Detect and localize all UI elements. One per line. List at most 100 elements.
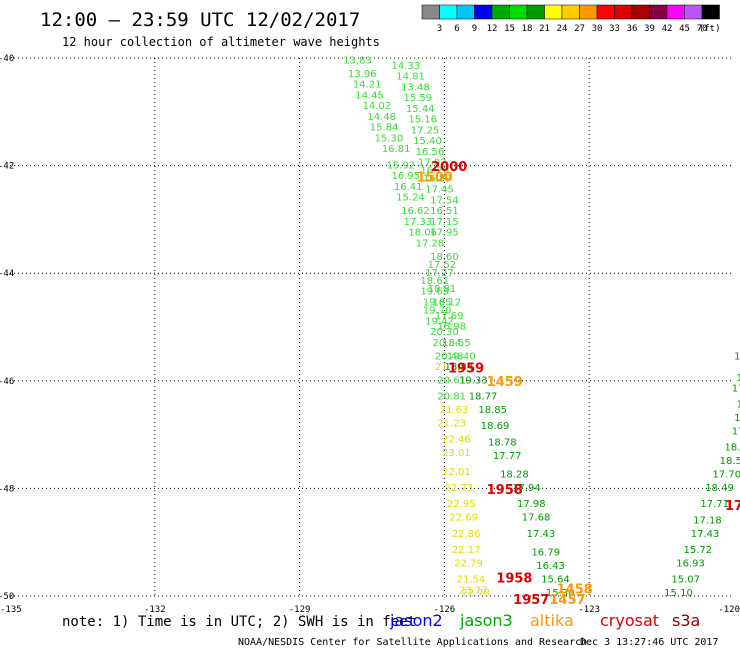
wave-height-value: 21.63 — [440, 405, 469, 416]
wave-height-value: 15.30 — [546, 588, 575, 599]
pass-time-label: 2000 — [431, 160, 467, 175]
wave-height-value: 15.30 — [375, 133, 404, 144]
pass-time-label: 1958 — [487, 483, 523, 498]
wave-height-value: 15.64 — [541, 575, 570, 586]
wave-height-value: 22.01 — [442, 467, 471, 478]
wave-height-value: 22.86 — [452, 529, 481, 540]
wave-height-value: 15.44 — [406, 104, 435, 115]
wave-height-value: 15.16 — [408, 115, 437, 126]
wave-height-value: 16.41 — [394, 182, 423, 193]
wave-height-value: 13.83 — [343, 55, 372, 66]
wave-height-value: 17.15 — [430, 217, 459, 228]
wave-height-value: 18.81 — [428, 284, 457, 295]
wave-height-value: 17.81 — [732, 427, 740, 438]
wave-height-value: 17.77 — [493, 451, 522, 462]
wave-height-value: 18.55 — [720, 456, 740, 467]
footer-note: note: 1) Time is in UTC; 2) SWH is in fe… — [62, 614, 416, 630]
wave-height-value: 18.69 — [481, 421, 510, 432]
legend-swatch — [439, 4, 458, 20]
lon-label: -126 — [434, 605, 456, 615]
wave-height-value: 16.20 — [420, 166, 449, 177]
wave-height-value: 14.45 — [355, 90, 384, 101]
wave-height-value: 15.84 — [370, 123, 399, 134]
satellite-cryosat: cryosat — [600, 611, 659, 630]
wave-height-value: 18.55 — [442, 338, 471, 349]
legend-label: 18 — [522, 24, 533, 34]
wave-height-value: 15.10 — [664, 588, 693, 599]
legend-swatch — [701, 4, 720, 20]
wave-height-value: 14.33 — [391, 61, 420, 72]
legend-swatch — [666, 4, 685, 20]
wave-height-value: 17.13 — [734, 351, 740, 362]
legend-label: 3 — [437, 24, 442, 34]
satellite-jason2: jason2 — [389, 611, 443, 630]
legend-label: 6 — [454, 24, 459, 34]
wave-height-value: 16.62 — [401, 206, 430, 217]
legend-label: 33 — [609, 24, 620, 34]
wave-height-value: 15.07 — [671, 575, 700, 586]
legend-swatch — [649, 4, 668, 20]
wave-height-value: 20.84 — [432, 338, 461, 349]
wave-height-value: 16.95 — [391, 171, 420, 182]
wave-height-value: 13.48 — [401, 82, 430, 93]
wave-height-value: 17.95 — [430, 228, 459, 239]
wave-height-value: 18.85 — [478, 405, 507, 416]
wave-height-value: 18.28 — [500, 470, 529, 481]
wave-height-value: 16.79 — [531, 548, 560, 559]
legend-swatch — [684, 4, 703, 20]
wave-height-value: 18.22 — [739, 365, 740, 376]
wave-height-value: 18.49 — [737, 373, 740, 384]
lon-label: -129 — [289, 605, 311, 615]
legend-swatch — [631, 4, 650, 20]
wave-height-value: 19.33 — [459, 375, 488, 386]
wave-height-value: 21.54 — [457, 575, 486, 586]
wave-height-value: 16.81 — [382, 144, 411, 155]
legend-label: 42 — [662, 24, 673, 34]
credit-text: NOAA/NESDIS Center for Satellite Applica… — [238, 637, 587, 648]
legend-label: 24 — [557, 24, 568, 34]
wave-height-value: 17.25 — [411, 125, 440, 136]
wave-height-value: 17.68 — [522, 513, 551, 524]
legend-swatch — [509, 4, 528, 20]
legend-swatch — [526, 4, 545, 20]
legend-swatch — [561, 4, 580, 20]
wave-height-value: 17.14 — [732, 384, 740, 395]
wave-height-value: 16.51 — [430, 206, 459, 217]
map-grid — [10, 57, 734, 597]
wave-height-value: 17.54 — [430, 195, 459, 206]
pass-time-label: 1458 — [557, 582, 593, 597]
wave-height-value: 21.23 — [437, 419, 466, 430]
timestamp-text: Dec 3 13:27:46 UTC 2017 — [580, 637, 718, 648]
wave-height-value: 14.21 — [353, 80, 382, 91]
wave-height-value: 17.45 — [425, 185, 454, 196]
wave-height-value: 18.06 — [408, 228, 437, 239]
legend-label: 45 — [679, 24, 690, 34]
wave-height-value: 18.60 — [430, 252, 459, 263]
wave-height-value: 23.01 — [442, 448, 471, 459]
legend-swatch — [579, 4, 598, 20]
legend-label: 39 — [644, 24, 655, 34]
wave-height-value: 22.95 — [447, 499, 476, 510]
wave-height-value: 22.73 — [445, 483, 474, 494]
lon-label: -120 — [718, 605, 740, 615]
wave-height-value: 15.24 — [396, 193, 425, 204]
lon-label: -123 — [578, 605, 600, 615]
wave-height-value: 20.30 — [430, 327, 459, 338]
wave-height-value: 18.44 — [725, 443, 740, 454]
wave-height-value: 19.63 — [420, 287, 449, 298]
pass-time-label: 1957 — [513, 593, 549, 608]
wave-height-value: 15.40 — [413, 136, 442, 147]
legend-label: 21 — [539, 24, 550, 34]
wave-height-value: 13.96 — [348, 69, 377, 80]
wave-height-points: 13.83 14.33 13.96 14.81 14.21 13.48 14.45 15.59… — [343, 55, 740, 599]
wave-height-value: 19.40 — [447, 351, 476, 362]
legend-swatch — [491, 4, 510, 20]
wave-height-value: 17.43 — [691, 529, 720, 540]
pass-time-label: 1958 — [496, 572, 532, 587]
axis-labels: -40 -42 -44 -46 -48 -50 -135 -132 -129 -126 -123 -1… — [0, 54, 740, 615]
legend-label: 12 — [487, 24, 498, 34]
wave-height-value: 19.65 — [423, 297, 452, 308]
wave-height-value: 17.69 — [435, 311, 464, 322]
lat-label: -44 — [0, 269, 14, 279]
